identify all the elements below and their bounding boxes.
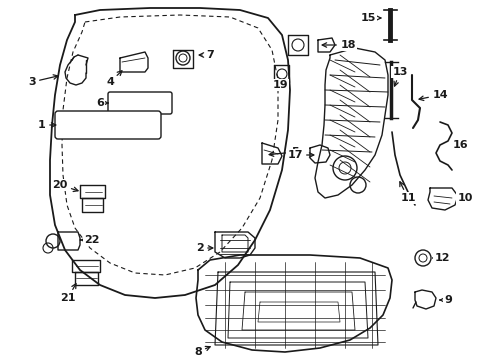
Text: 16: 16 xyxy=(451,140,467,150)
Text: 20: 20 xyxy=(52,180,78,192)
Text: 15: 15 xyxy=(360,13,380,23)
Text: 17: 17 xyxy=(286,150,313,160)
Text: 1: 1 xyxy=(38,120,56,130)
Text: 7: 7 xyxy=(199,50,213,60)
Text: 4: 4 xyxy=(106,71,122,87)
Text: 3: 3 xyxy=(28,75,58,87)
Text: 12: 12 xyxy=(432,253,449,263)
Text: 10: 10 xyxy=(456,193,472,203)
Text: 8: 8 xyxy=(194,346,210,357)
Text: 9: 9 xyxy=(439,295,451,305)
Text: 2: 2 xyxy=(196,243,212,253)
Text: 18: 18 xyxy=(322,40,355,50)
Text: 13: 13 xyxy=(391,67,407,86)
Text: 11: 11 xyxy=(399,182,415,203)
Text: 14: 14 xyxy=(418,90,447,100)
Text: 21: 21 xyxy=(60,284,76,303)
FancyBboxPatch shape xyxy=(108,92,172,114)
Text: 5: 5 xyxy=(268,147,298,157)
Text: 22: 22 xyxy=(80,235,100,245)
Text: 6: 6 xyxy=(96,98,108,108)
FancyBboxPatch shape xyxy=(55,111,161,139)
Text: 19: 19 xyxy=(272,80,287,90)
